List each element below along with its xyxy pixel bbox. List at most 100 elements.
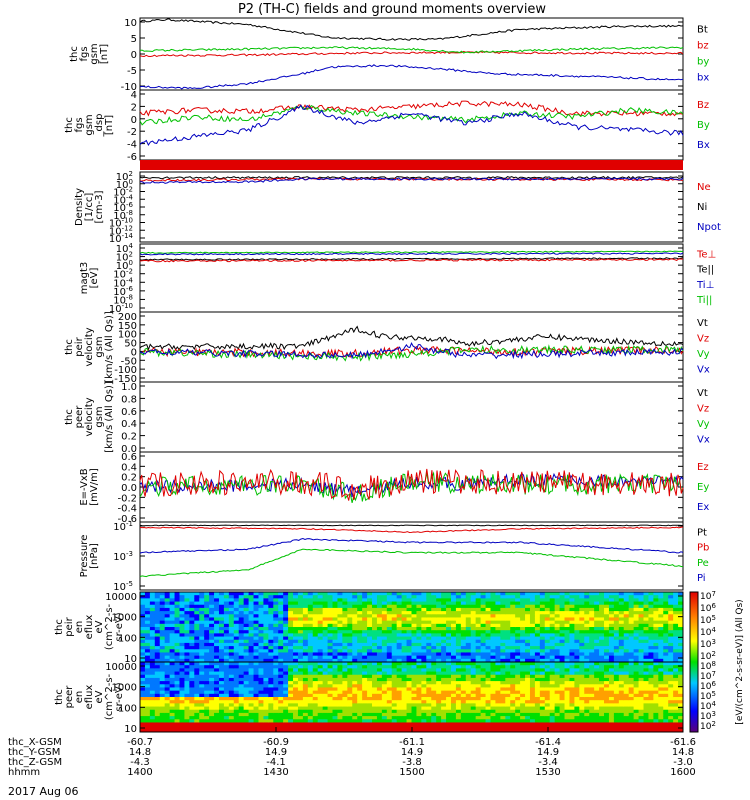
fgs-tick-label: -5	[127, 66, 137, 77]
density-tick-label: 102	[116, 170, 133, 183]
svg-text:(cm^2-s-: (cm^2-s-	[104, 603, 115, 650]
density-series-Ni	[139, 175, 684, 180]
density-tick-label: 10-10	[109, 217, 133, 230]
efield-tick-label: 0.4	[121, 462, 137, 473]
svg-text:E=-VxB: E=-VxB	[79, 468, 90, 505]
fgs-tick-label: 5	[131, 34, 137, 45]
pressure-series-Pi	[139, 537, 684, 554]
colorbar-bottom-tick: 103	[700, 710, 716, 722]
density-legend-1: Ni	[697, 202, 707, 213]
colorbar-top-tick: 106	[700, 602, 716, 614]
temp-tick-label: 10-6	[113, 285, 133, 298]
efield-tick-label: 0.0	[121, 483, 137, 494]
temp-tick-label: 10-4	[113, 276, 133, 289]
efield-tick-label: 0.6	[121, 452, 137, 463]
x-row-value: -3.4	[538, 757, 558, 768]
temp-tick-label: 10-2	[113, 268, 133, 281]
svg-text:gsm: gsm	[94, 336, 105, 357]
svg-text:Density: Density	[74, 188, 85, 226]
density-tick-label: 10-8	[113, 209, 133, 222]
svg-text:velocity: velocity	[84, 397, 95, 436]
svg-text:[nPa]: [nPa]	[89, 543, 100, 569]
density-ylabel: Density [1/cc] [cm-3]	[74, 188, 105, 226]
vi-tick-label: 0	[131, 347, 137, 358]
gmag-tick-label: 2	[131, 102, 137, 113]
pressure-legend-1: Pb	[697, 543, 709, 554]
colorbar-label: [eV/(cm^2-s-sr-eV)] (All Qs)	[735, 599, 745, 724]
fgs-series-Bt	[139, 18, 684, 41]
gmag-tick-label: -2	[127, 127, 137, 138]
svg-text:thc: thc	[54, 619, 65, 635]
ele_spec-ylabel: thc peer en eflux eV (cm^2-s-sr-eV)	[54, 673, 125, 720]
vi-tick-label: 150	[118, 321, 137, 332]
svg-text:peir: peir	[64, 616, 75, 636]
fgs-tick-label: 0	[131, 50, 137, 61]
vi-series-Vx	[139, 342, 684, 360]
x-row-label: hhmm	[8, 767, 40, 778]
svg-text:[km/s (All Qs)]: [km/s (All Qs)]	[104, 381, 115, 453]
colorbar-top-tick: 105	[700, 614, 716, 626]
ve-legend-1: Vz	[697, 404, 709, 415]
density-tick-label: 10-4	[113, 193, 133, 206]
ve-tick-label: 0.0	[121, 444, 137, 455]
x-row-value: -4.1	[266, 757, 286, 768]
temp-legend-3: Ti||	[696, 295, 712, 306]
svg-text:eflux: eflux	[84, 615, 95, 640]
pressure-legend-3: Pi	[697, 573, 706, 584]
gmag-frame	[139, 89, 684, 161]
status-bar	[140, 160, 683, 170]
ion_spec-spectrogram	[140, 592, 684, 663]
x-row-value: -61.4	[535, 737, 561, 748]
gmag-legend-0: Bz	[697, 100, 709, 111]
gmag-series-By	[139, 104, 684, 126]
svg-text:[cm-3]: [cm-3]	[94, 190, 105, 223]
svg-text:thc: thc	[64, 117, 75, 133]
efield-tick-label: -0.4	[117, 504, 137, 515]
ion_spec-tick-label: 100	[118, 633, 137, 644]
ve-legend-3: Vx	[697, 435, 710, 446]
ve-legend-2: Vy	[697, 419, 710, 430]
gmag-tick-label: -4	[127, 140, 137, 151]
fgs-legend-2: by	[697, 56, 709, 67]
density-tick-label: 10-2	[113, 186, 133, 199]
temp-series-Te||	[139, 257, 684, 261]
temp-series-Ti-perp	[139, 252, 684, 256]
gmag-legend-1: By	[697, 120, 710, 131]
gmag-tick-label: -6	[127, 152, 137, 163]
svg-text:thc: thc	[69, 46, 80, 62]
vi-series-Vz	[139, 345, 684, 359]
temp-tick-label: 104	[116, 242, 134, 255]
pressure-ylabel: Pressure [nPa]	[79, 535, 100, 578]
x-row-value: 1500	[399, 767, 424, 778]
temp-tick-label: 10-10	[109, 302, 133, 315]
colorbar-bottom-tick: 107	[700, 670, 716, 682]
temp-series-Te-perp	[139, 258, 684, 263]
fgs-ylabel: thc fgs gsm [nT]	[69, 43, 110, 64]
density-legend-2: Npot	[697, 222, 721, 233]
date-label: 2017 Aug 06	[8, 785, 78, 798]
vi-tick-label: -150	[114, 374, 137, 385]
svg-text:thc: thc	[64, 339, 75, 355]
ve-ylabel: thc peer velocity gsm [km/s (All Qs)]	[64, 381, 115, 453]
density-legend-0: Ne	[697, 182, 711, 193]
svg-text:thc: thc	[64, 409, 75, 425]
colorbar-top-tick: 103	[700, 638, 716, 650]
ve-legend-0: Vt	[697, 388, 708, 399]
ve-tick-label: 0.6	[121, 407, 137, 418]
fgs-tick-label: -10	[121, 82, 137, 93]
x-row-value: 14.8	[129, 747, 151, 758]
colorbar-bottom-tick: 108	[700, 660, 716, 672]
pressure-tick-label: 10-3	[113, 550, 133, 563]
efield-series-Ez	[139, 468, 684, 501]
svg-text:_dsp: _dsp	[94, 114, 105, 138]
x-row-value: -60.9	[263, 737, 289, 748]
efield-legend-2: Ex	[697, 502, 709, 513]
colorbar-bottom-tick: 104	[700, 700, 716, 712]
temp-tick-label: 100	[116, 259, 133, 272]
svg-text:[nT]: [nT]	[104, 115, 115, 135]
svg-text:gsm: gsm	[84, 114, 95, 135]
ve-tick-label: 0.4	[121, 419, 137, 430]
gmag-legend-2: Bx	[697, 140, 710, 151]
svg-text:fgs: fgs	[79, 46, 90, 61]
ve-frame	[139, 381, 684, 453]
